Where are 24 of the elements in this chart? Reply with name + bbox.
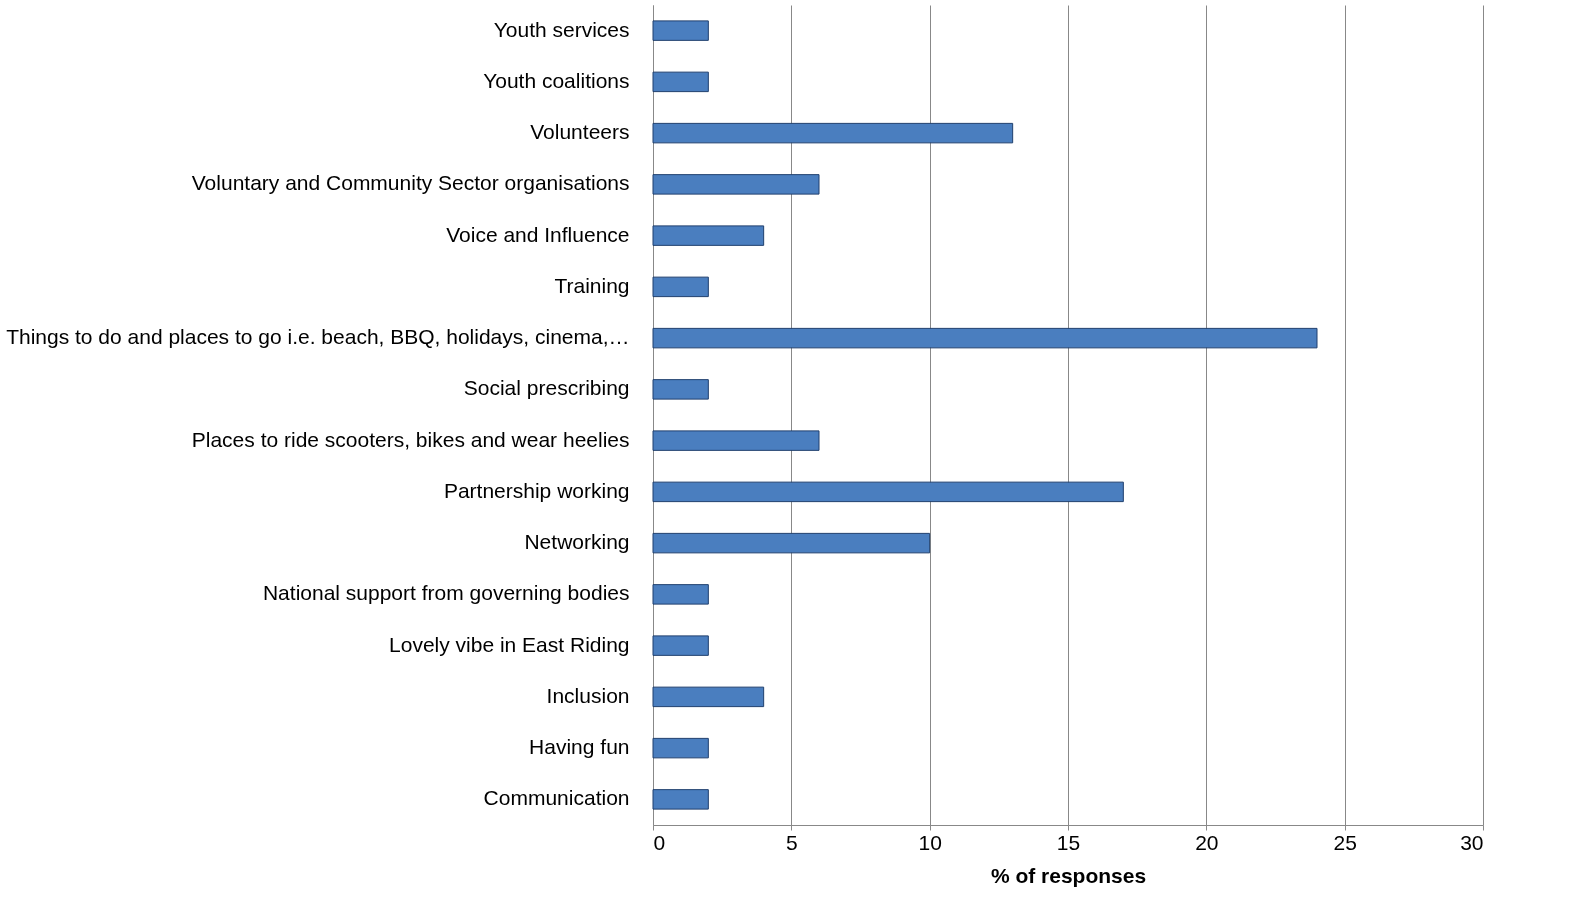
- x-tick-label: 25: [1333, 830, 1357, 854]
- y-tick-label: Inclusion: [546, 683, 630, 707]
- x-tick-label: 30: [1460, 830, 1484, 854]
- x-tick-label: 10: [918, 830, 942, 854]
- y-tick-label: Training: [554, 273, 630, 297]
- y-tick-label: Volunteers: [530, 120, 630, 144]
- y-tick-label: Having fun: [529, 735, 630, 759]
- y-tick-label: Communication: [483, 786, 630, 810]
- y-tick-label: Social prescribing: [463, 376, 630, 400]
- x-tick-label: 5: [785, 830, 798, 854]
- y-tick-label: Partnership working: [443, 478, 630, 502]
- y-tick-label: Things to do and places to go i.e. beach, BBQ, holidays, cinema,…: [6, 325, 630, 349]
- y-tick-label: Voice and Influence: [446, 222, 630, 246]
- x-tick-label: 0: [653, 830, 666, 854]
- y-tick-label: Networking: [524, 530, 630, 554]
- x-tick-label: 15: [1056, 830, 1081, 854]
- y-tick-label: Youth coalitions: [483, 68, 630, 92]
- y-tick-label: Lovely vibe in East Riding: [389, 632, 630, 656]
- y-tick-label: Voluntary and Community Sector organisations: [191, 171, 630, 195]
- x-axis-title: % of responses: [990, 863, 1147, 887]
- y-tick-label: Youth services: [493, 17, 630, 41]
- y-tick-label: Places to ride scooters, bikes and wear heelies: [191, 427, 630, 451]
- x-tick-label: 20: [1195, 830, 1219, 854]
- y-tick-label: National support from governing bodies: [262, 581, 630, 605]
